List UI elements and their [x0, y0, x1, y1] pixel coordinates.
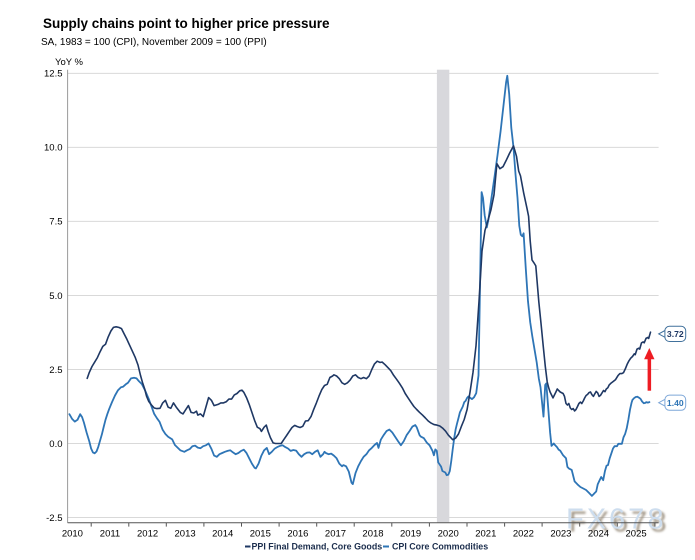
svg-text:12.5: 12.5 — [44, 69, 63, 80]
svg-text:2021: 2021 — [475, 529, 496, 540]
svg-text:2022: 2022 — [513, 529, 534, 540]
svg-text:FX678: FX678 — [566, 504, 666, 536]
svg-text:2011: 2011 — [100, 529, 120, 540]
svg-text:10.0: 10.0 — [44, 143, 63, 154]
svg-text:2016: 2016 — [287, 529, 308, 540]
svg-text:2013: 2013 — [175, 529, 196, 540]
svg-text:CPI Core Commodities: CPI Core Commodities — [392, 542, 488, 552]
svg-text:SA, 1983 = 100 (CPI), November: SA, 1983 = 100 (CPI), November 2009 = 10… — [41, 37, 267, 48]
svg-text:3.72: 3.72 — [667, 329, 684, 339]
svg-text:2018: 2018 — [362, 529, 383, 540]
svg-text:2012: 2012 — [137, 529, 158, 540]
svg-text:0.0: 0.0 — [49, 439, 62, 450]
svg-text:1.40: 1.40 — [667, 398, 684, 408]
svg-text:-2.5: -2.5 — [46, 513, 62, 524]
svg-text:2025: 2025 — [626, 529, 647, 540]
svg-text:2020: 2020 — [438, 529, 459, 540]
svg-text:YoY %: YoY % — [55, 57, 84, 68]
svg-text:2024: 2024 — [588, 529, 609, 540]
svg-text:2.5: 2.5 — [49, 365, 62, 376]
svg-text:2023: 2023 — [550, 529, 571, 540]
svg-text:2017: 2017 — [325, 529, 346, 540]
svg-text:2015: 2015 — [250, 529, 271, 540]
svg-text:2010: 2010 — [62, 529, 83, 540]
svg-text:2014: 2014 — [212, 529, 233, 540]
svg-text:7.5: 7.5 — [49, 217, 62, 228]
svg-text:2019: 2019 — [400, 529, 421, 540]
svg-text:PPI Final Demand, Core Goods: PPI Final Demand, Core Goods — [252, 542, 383, 552]
svg-text:5.0: 5.0 — [49, 291, 62, 302]
svg-text:Supply chains point to higher: Supply chains point to higher price pres… — [43, 16, 330, 31]
